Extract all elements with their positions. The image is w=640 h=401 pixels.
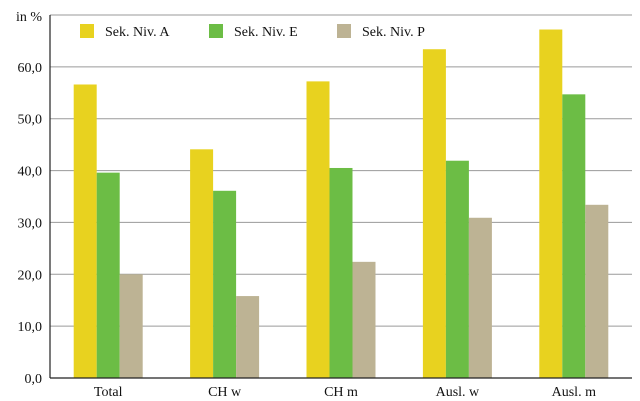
x-category-label: Ausl. m [552,385,596,400]
bar [539,29,563,379]
bar [562,94,586,378]
bar [445,160,469,378]
y-tick-label: 20,0 [18,268,43,283]
bar [422,49,446,379]
bar [329,167,353,378]
legend-swatch [337,24,351,38]
y-tick-label: 50,0 [18,113,43,128]
bar [96,172,120,378]
bar [352,261,376,378]
axes: 0,0 10,0 20,0 30,0 40,0 50,0 60,0 Total CH w CH m… [18,15,632,400]
y-tick-label: 40,0 [18,165,43,180]
legend-label: Sek. Niv. P [362,25,425,40]
legend: Sek. Niv. A Sek. Niv. E Sek. Niv. P [80,24,425,40]
x-category-label: CH w [208,385,242,400]
y-unit-label: in % [16,10,42,25]
bar [585,204,609,378]
legend-swatch [209,24,223,38]
x-category-label: CH m [324,385,358,400]
bar [119,274,143,378]
bar [236,296,260,378]
bar [190,149,214,378]
legend-label: Sek. Niv. E [234,25,298,40]
bar [73,84,97,378]
x-category-label: Ausl. w [436,385,480,400]
y-tick-label: 60,0 [18,61,43,76]
y-tick-label: 10,0 [18,320,43,335]
y-tick-label: 0,0 [25,372,43,387]
x-category-label: Total [94,385,123,400]
legend-label: Sek. Niv. A [105,25,170,40]
bar [468,217,492,378]
bars [73,29,609,379]
legend-swatch [80,24,94,38]
bar [306,81,330,379]
y-tick-label: 30,0 [18,216,43,231]
bar [213,190,237,378]
